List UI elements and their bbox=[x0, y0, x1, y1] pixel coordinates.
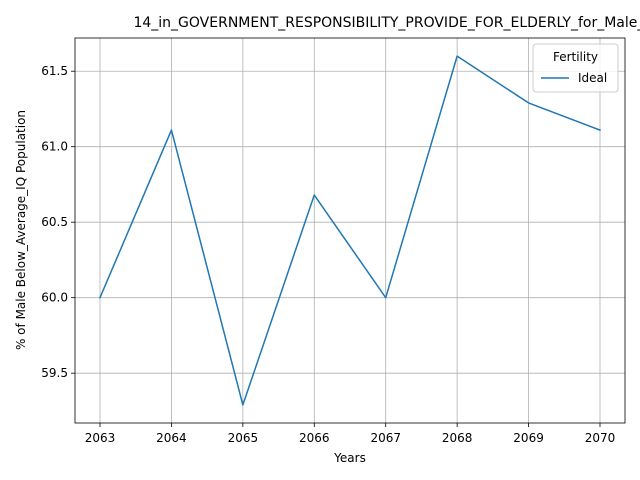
y-tick-label: 60.5 bbox=[41, 215, 68, 229]
series-line-ideal bbox=[99, 55, 601, 406]
x-axis-label: Years bbox=[333, 451, 366, 465]
y-axis-ticks: 59.5 60.0 60.5 61.0 61.5 bbox=[41, 64, 75, 380]
y-tick-label: 60.0 bbox=[41, 291, 68, 305]
series-layer bbox=[99, 55, 601, 406]
x-tick-label: 2065 bbox=[228, 431, 259, 445]
x-tick-label: 2066 bbox=[299, 431, 330, 445]
legend-entry-ideal: Ideal bbox=[578, 71, 607, 85]
legend: Fertility Ideal bbox=[532, 43, 619, 93]
y-tick-label: 61.5 bbox=[41, 64, 68, 78]
x-tick-label: 2063 bbox=[85, 431, 116, 445]
legend-box bbox=[532, 43, 619, 93]
y-tick-label: 61.0 bbox=[41, 140, 68, 154]
grid bbox=[75, 38, 625, 423]
x-tick-label: 2067 bbox=[370, 431, 401, 445]
x-tick-label: 2064 bbox=[156, 431, 187, 445]
x-tick-label: 2070 bbox=[585, 431, 616, 445]
legend-title: Fertility bbox=[553, 50, 598, 64]
plot-frame bbox=[74, 37, 626, 424]
y-axis-label: % of Male Below_Average_IQ Population bbox=[14, 110, 28, 350]
x-tick-label: 2069 bbox=[513, 431, 544, 445]
x-tick-label: 2068 bbox=[442, 431, 473, 445]
chart-title: 14_in_GOVERNMENT_RESPONSIBILITY_PROVIDE_… bbox=[133, 15, 640, 31]
x-axis-ticks: 2063 2064 2065 2066 2067 2068 2069 2070 bbox=[85, 423, 616, 445]
y-tick-label: 59.5 bbox=[41, 366, 68, 380]
